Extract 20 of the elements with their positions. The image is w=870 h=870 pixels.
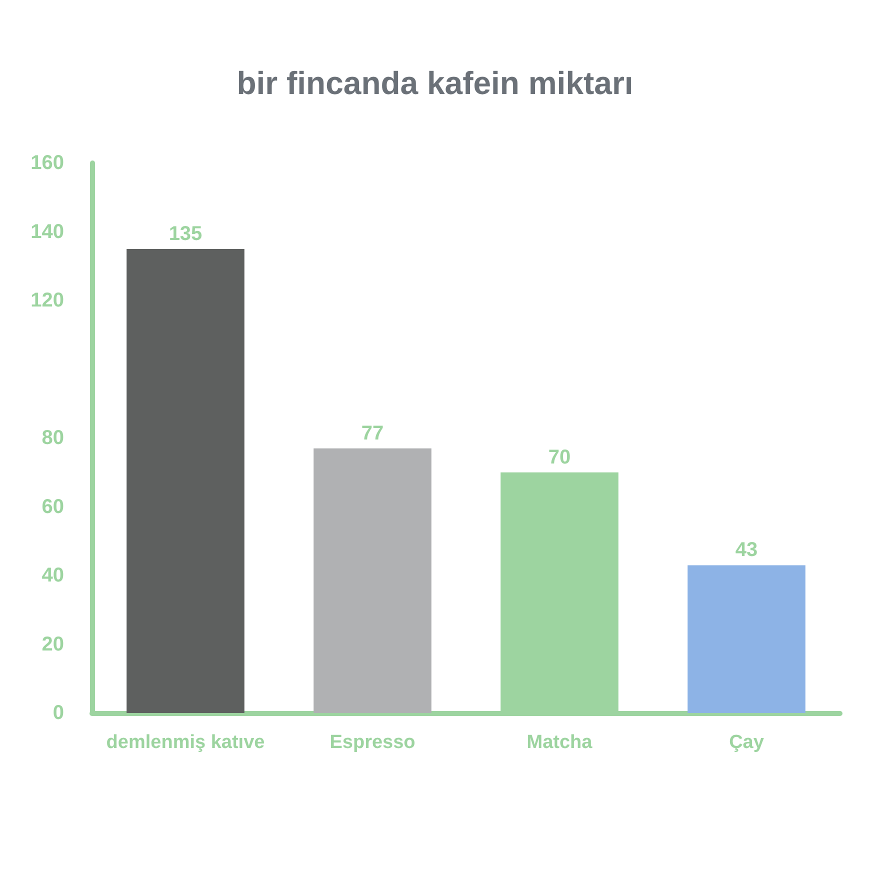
y-tick-label: 0 <box>52 702 64 724</box>
bar <box>314 448 432 713</box>
x-tick-label: Matcha <box>526 732 593 753</box>
y-tick-label: 120 <box>30 290 64 312</box>
data-label: 70 <box>548 446 571 468</box>
y-tick-label: 40 <box>42 564 64 586</box>
data-label: 135 <box>168 222 202 245</box>
y-tick-label: 80 <box>42 427 64 449</box>
data-label: 77 <box>361 422 384 444</box>
bar <box>688 565 806 713</box>
y-tick-label: 160 <box>30 152 64 174</box>
x-tick-label: Espresso <box>330 732 416 753</box>
bar <box>126 248 244 713</box>
x-tick-label: demlenmiş katıve <box>106 732 265 753</box>
data-label: 43 <box>735 539 758 562</box>
y-tick-label: 20 <box>42 633 64 656</box>
y-tick-label: 60 <box>42 496 64 518</box>
y-tick-label: 140 <box>30 220 64 243</box>
x-tick-label: Çay <box>729 732 764 753</box>
chart-title: bir fincanda kafein miktarı <box>236 65 634 101</box>
